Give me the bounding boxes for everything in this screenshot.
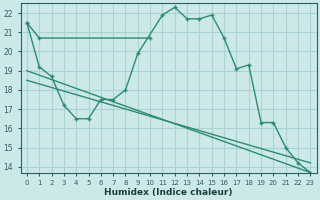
X-axis label: Humidex (Indice chaleur): Humidex (Indice chaleur) xyxy=(104,188,233,197)
